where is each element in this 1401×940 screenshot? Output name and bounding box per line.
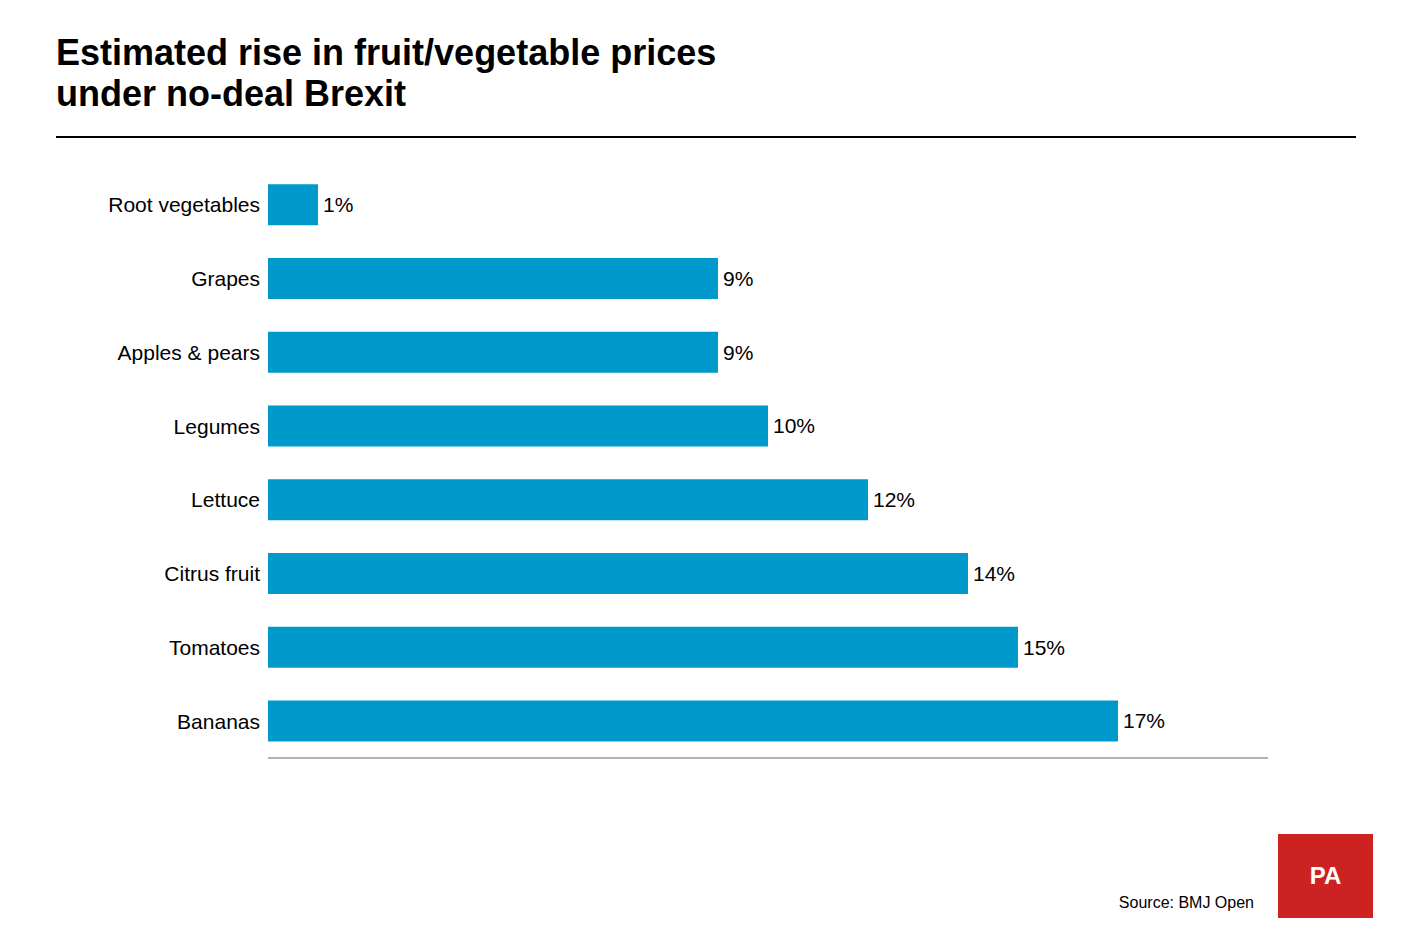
svg-text:Grapes: Grapes (191, 267, 260, 290)
svg-text:Lettuce: Lettuce (191, 488, 260, 511)
svg-text:10%: 10% (773, 414, 815, 437)
svg-text:1%: 1% (323, 193, 353, 216)
svg-text:9%: 9% (723, 267, 753, 290)
svg-text:Citrus fruit: Citrus fruit (164, 562, 260, 585)
svg-text:Tomatoes: Tomatoes (169, 636, 260, 659)
svg-text:Legumes: Legumes (174, 415, 260, 438)
svg-text:14%: 14% (973, 562, 1015, 585)
svg-text:15%: 15% (1023, 636, 1065, 659)
svg-text:Apples & pears: Apples & pears (118, 341, 260, 364)
html-text:Source: BMJ Open: Source: BMJ Open (1118, 894, 1254, 911)
svg-text:Bananas: Bananas (177, 710, 260, 733)
svg-text:17%: 17% (1123, 709, 1165, 732)
svg-text:9%: 9% (723, 341, 753, 364)
html-text:under no-deal Brexit: under no-deal Brexit (56, 73, 407, 115)
svg-text:12%: 12% (873, 488, 915, 511)
html-text:Estimated rise in fruit/vegeta: Estimated rise in fruit/vegetable prices (56, 32, 717, 73)
svg-text:Root vegetables: Root vegetables (108, 193, 260, 216)
html-text:PA: PA (1309, 862, 1342, 889)
